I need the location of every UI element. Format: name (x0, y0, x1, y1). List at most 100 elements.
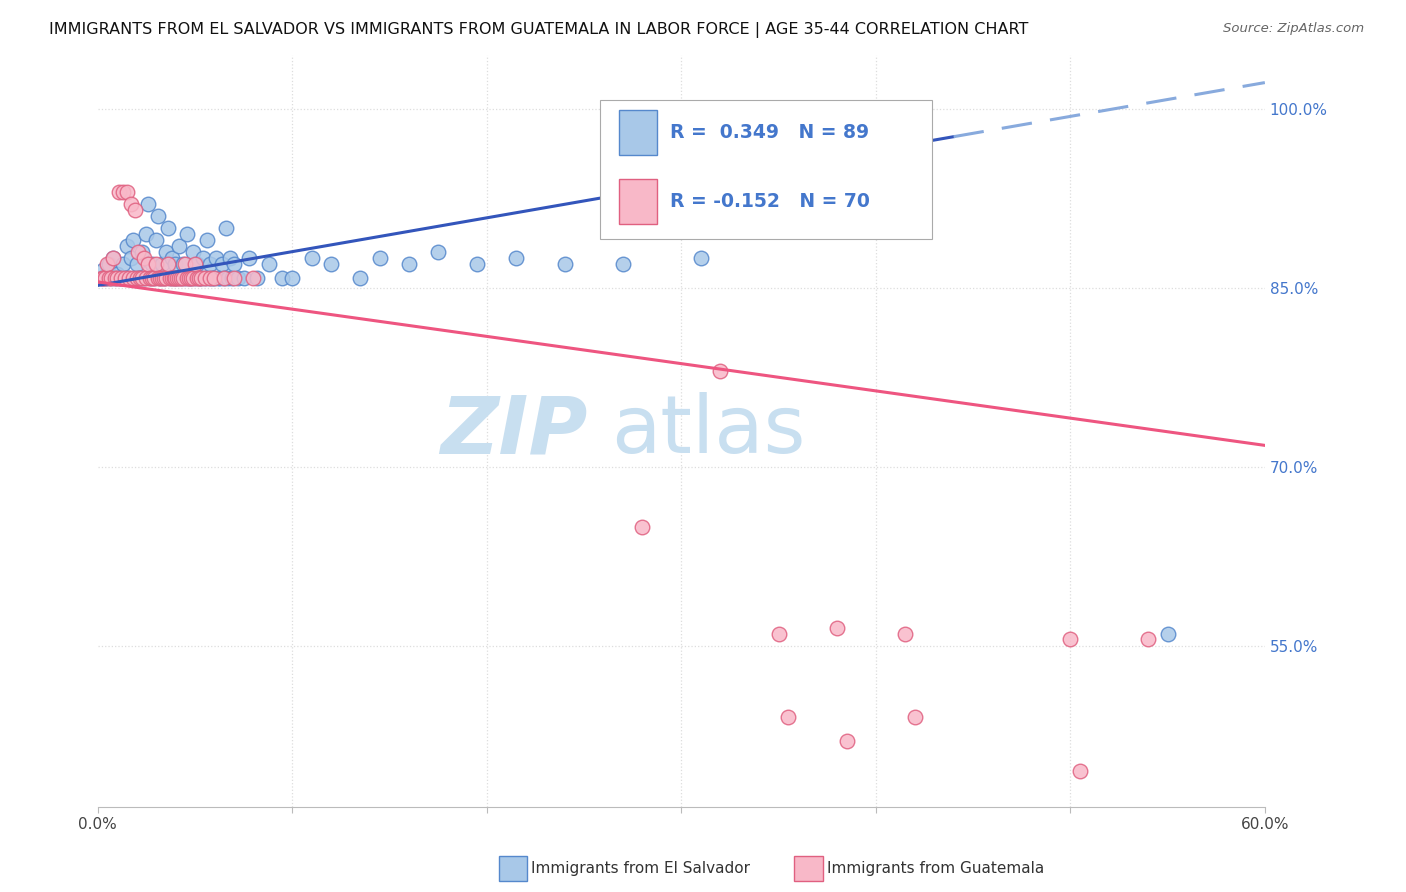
Point (165, 257, 187, 271)
Point (232, 271, 254, 285)
FancyBboxPatch shape (620, 179, 657, 224)
Point (209, 271, 232, 285)
Point (1156, 627, 1178, 641)
Point (195, 233, 218, 247)
Point (159, 271, 181, 285)
Text: ZIP: ZIP (440, 392, 588, 470)
Point (129, 271, 152, 285)
Point (768, 102, 790, 116)
Point (174, 257, 197, 271)
Point (152, 271, 174, 285)
Point (177, 271, 200, 285)
Point (93, 271, 115, 285)
Point (187, 271, 209, 285)
Point (194, 271, 217, 285)
Point (152, 271, 174, 285)
Point (505, 251, 527, 265)
Point (114, 271, 136, 285)
Point (368, 251, 391, 265)
Point (131, 245, 153, 260)
Point (465, 257, 488, 271)
Point (118, 271, 141, 285)
Point (98, 257, 121, 271)
Point (134, 271, 156, 285)
Point (120, 197, 142, 211)
Point (202, 271, 225, 285)
Point (134, 251, 156, 265)
FancyBboxPatch shape (620, 110, 657, 155)
Point (301, 251, 323, 265)
Point (190, 271, 212, 285)
Point (212, 271, 235, 285)
Point (146, 209, 169, 223)
Point (1059, 632, 1081, 646)
Point (100, 271, 122, 285)
Point (825, 621, 848, 635)
Point (105, 267, 128, 281)
Point (136, 257, 159, 271)
Point (145, 257, 167, 271)
Point (90, 271, 112, 285)
Point (184, 257, 207, 271)
Point (191, 251, 214, 265)
Point (194, 271, 217, 285)
Point (186, 271, 208, 285)
Point (170, 271, 193, 285)
Point (159, 271, 181, 285)
Point (165, 271, 187, 285)
Point (115, 239, 138, 253)
Point (139, 271, 162, 285)
Point (114, 271, 136, 285)
Point (190, 271, 212, 285)
Point (111, 186, 134, 200)
Point (398, 257, 420, 271)
Point (90, 271, 112, 285)
Point (221, 271, 243, 285)
Point (124, 203, 146, 218)
Point (108, 271, 131, 285)
Point (124, 271, 146, 285)
Point (129, 271, 152, 285)
Text: Immigrants from Guatemala: Immigrants from Guatemala (827, 862, 1045, 876)
Point (187, 271, 209, 285)
Point (104, 271, 127, 285)
Point (177, 271, 200, 285)
Point (110, 271, 132, 285)
Point (162, 271, 184, 285)
Point (108, 186, 131, 200)
Point (222, 257, 245, 271)
Point (156, 221, 179, 235)
Point (115, 186, 138, 200)
Point (200, 271, 222, 285)
Point (150, 271, 173, 285)
Point (143, 271, 166, 285)
Point (207, 271, 229, 285)
Point (184, 271, 207, 285)
Text: atlas: atlas (612, 392, 806, 470)
Point (96, 271, 118, 285)
Point (202, 271, 225, 285)
Point (149, 271, 172, 285)
Point (98, 271, 121, 285)
Point (709, 364, 731, 378)
Point (105, 271, 128, 285)
Point (93, 263, 115, 277)
Point (211, 257, 233, 271)
Point (111, 257, 134, 271)
Point (172, 257, 194, 271)
Point (835, 734, 858, 748)
Point (146, 271, 169, 285)
Point (103, 251, 125, 265)
Point (125, 271, 148, 285)
Point (205, 251, 228, 265)
Point (128, 271, 150, 285)
Point (156, 257, 179, 271)
Point (136, 197, 159, 211)
Point (121, 271, 143, 285)
Point (349, 271, 371, 285)
Point (176, 271, 198, 285)
Point (554, 257, 576, 271)
Point (1069, 764, 1091, 779)
Point (612, 257, 634, 271)
Point (226, 271, 249, 285)
